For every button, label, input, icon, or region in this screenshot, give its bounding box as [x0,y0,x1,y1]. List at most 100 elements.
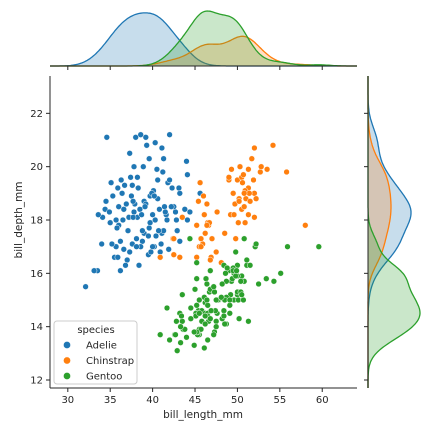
point-adelie [186,208,194,216]
point-gentoo [193,275,200,282]
point-adelie [154,176,161,184]
point-adelie [168,184,176,192]
point-adelie [166,176,173,184]
axis-ticks: 30 35 40 45 50 55 60 12 14 16 18 20 22 [30,66,368,406]
point-adelie [130,208,138,216]
x-tick-label: 30 [61,395,74,406]
legend-items: Adelie Chinstrap Gentoo [63,341,134,383]
point-gentoo [315,243,322,250]
point-chinstrap [257,168,264,176]
point-adelie [117,238,124,245]
point-adelie [108,240,116,248]
point-chinstrap [200,192,207,200]
point-chinstrap [230,190,237,197]
point-gentoo [213,323,220,330]
point-gentoo [284,243,291,250]
point-adelie [184,171,191,178]
point-gentoo [174,347,181,354]
right-kde-fill-chinstrap [368,76,391,388]
point-gentoo [163,304,171,312]
right-marginal-kde [367,76,421,388]
point-gentoo [204,302,211,309]
point-chinstrap [235,219,242,226]
point-adelie [149,211,156,218]
point-gentoo [166,336,173,344]
point-chinstrap [232,235,239,242]
point-chinstrap [225,174,233,181]
point-gentoo [233,267,240,274]
point-adelie [183,158,190,165]
point-adelie [181,206,188,213]
point-adelie [126,150,133,157]
point-chinstrap [239,179,246,186]
point-gentoo [241,235,248,242]
point-gentoo [237,278,244,285]
top-kde-fill-gentoo [50,11,357,66]
point-chinstrap [193,222,200,229]
point-adelie [106,208,113,216]
point-adelie [157,240,165,248]
point-chinstrap [196,179,204,186]
point-adelie [132,134,139,141]
point-adelie [112,216,120,224]
point-adelie [146,224,153,232]
legend: species Adelie Chinstrap Gentoo [53,320,138,385]
point-chinstrap [236,163,244,170]
point-chinstrap [170,251,177,258]
point-adelie [103,134,110,141]
point-gentoo [218,294,225,301]
point-chinstrap [269,142,277,149]
point-gentoo [207,267,214,274]
point-adelie [124,227,132,234]
point-adelie [145,232,152,240]
point-gentoo [226,296,233,304]
point-adelie [141,203,149,210]
point-adelie [90,267,98,274]
right-kde-fill-adelie [368,76,411,388]
point-gentoo [255,280,262,288]
x-axis-label: bill_length_mm [163,409,243,421]
point-adelie [168,203,175,210]
point-gentoo [172,331,179,338]
top-kde-fill-chinstrap [50,36,357,66]
point-gentoo [179,291,186,298]
legend-label-gentoo: Gentoo [86,372,122,383]
point-adelie [109,192,116,200]
point-adelie [161,203,168,210]
point-adelie [143,142,150,149]
point-gentoo [193,302,200,309]
point-adelie [129,198,137,205]
point-chinstrap [176,254,183,261]
point-gentoo [210,283,217,290]
point-gentoo [193,259,200,266]
top-kde-fill-adelie [50,12,357,66]
point-adelie [138,211,145,218]
point-chinstrap [221,230,228,237]
point-chinstrap [248,155,255,162]
point-chinstrap [245,166,252,173]
point-adelie [122,262,129,269]
point-chinstrap [251,214,258,221]
point-adelie [98,240,105,248]
point-gentoo [191,328,198,336]
legend-frame [53,320,138,385]
point-adelie [115,203,122,210]
point-adelie [159,168,166,176]
point-gentoo [246,262,254,269]
point-gentoo [270,278,278,285]
point-adelie [139,227,146,234]
scatter-points [82,131,322,354]
point-gentoo [207,315,214,322]
point-adelie [126,248,133,256]
right-kde-fill-gentoo [368,76,420,388]
point-adelie [107,219,114,226]
point-gentoo [157,331,164,338]
point-adelie [127,174,134,181]
point-adelie [120,206,127,213]
legend-marker-chinstrap [63,356,71,365]
point-gentoo [263,275,270,282]
point-gentoo [232,272,239,280]
point-chinstrap [241,219,249,226]
main-axes [49,65,369,389]
point-adelie [129,214,137,221]
